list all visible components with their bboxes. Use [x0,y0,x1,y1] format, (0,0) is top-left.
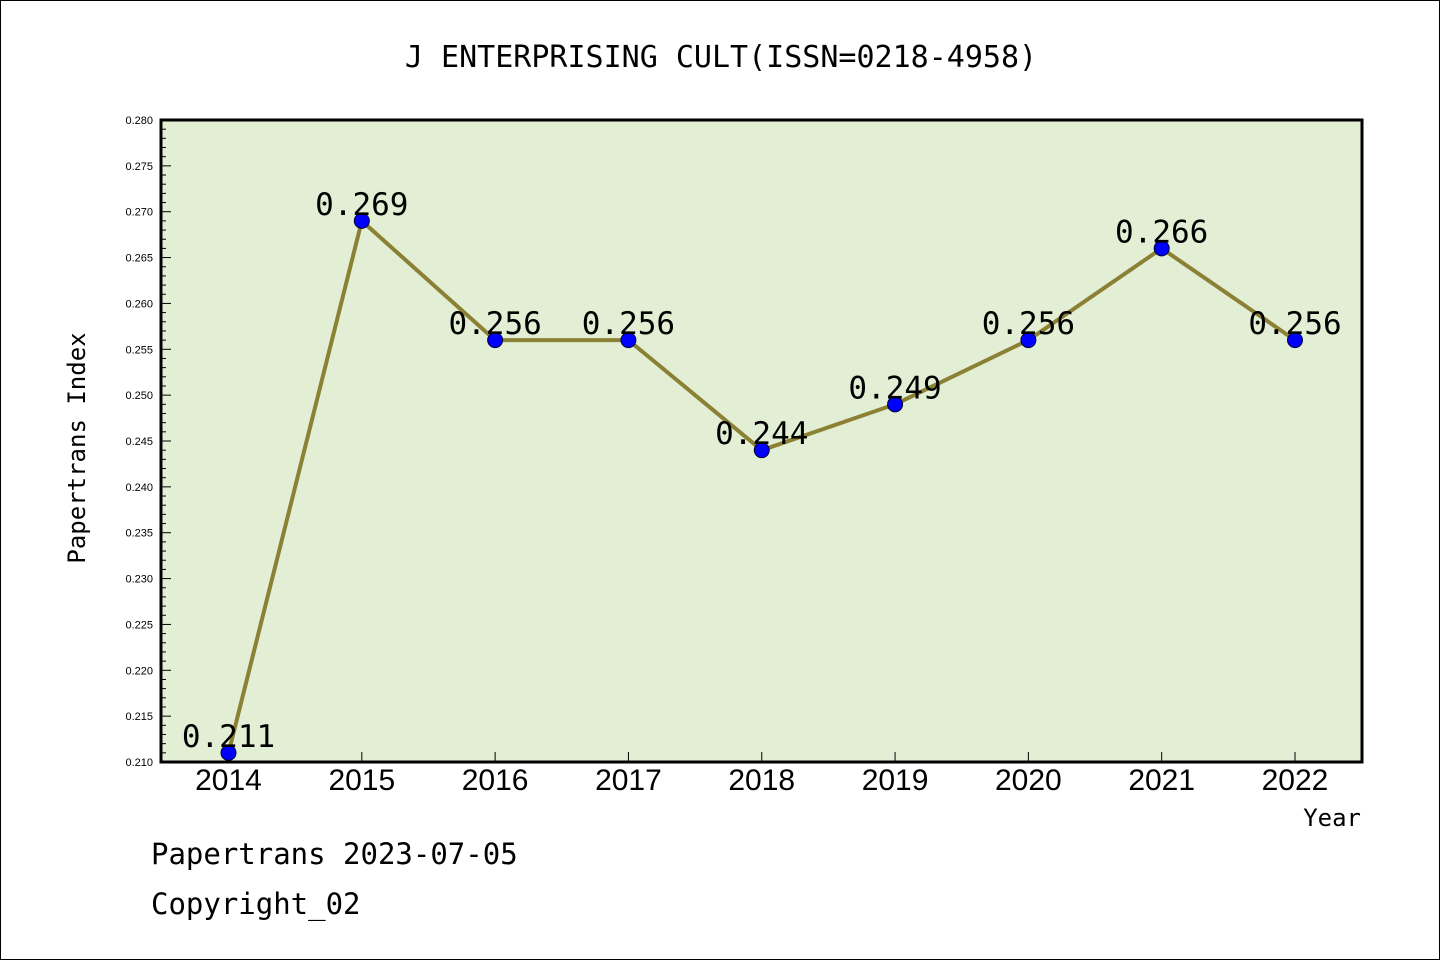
footer-copyright: Copyright_02 [151,887,361,921]
y-tick-label: 0.260 [125,298,153,310]
x-tick-label: 2016 [462,764,529,797]
data-point [753,442,770,459]
data-label: 0.249 [848,370,941,406]
series-markers [220,212,1303,761]
x-tick-label: 2019 [862,764,929,797]
chart-title: J ENTERPRISING CULT(ISSN=0218-4958) [405,40,1037,75]
x-tick-label: 2017 [595,764,662,797]
y-tick-label: 0.240 [125,482,153,494]
y-tick-label: 0.210 [125,757,153,769]
y-axis: 0.210 0.215 0.220 0.225 0.230 0.235 0.240 0.245… [125,115,171,769]
footer-date: Papertrans 2023-07-05 [151,837,518,871]
data-point [887,396,904,413]
y-tick-label: 0.245 [125,436,153,448]
data-label: 0.266 [1115,214,1208,250]
x-axis-label: Year [1303,804,1361,832]
data-label: 0.211 [182,719,275,755]
data-point [1153,240,1170,257]
y-axis-label: Papertrans Index [63,332,91,563]
x-tick-label: 2018 [728,764,795,797]
y-tick-label: 0.255 [125,344,153,356]
x-tick-label: 2015 [328,764,395,797]
data-label: 0.256 [982,306,1075,342]
y-tick-label: 0.235 [125,528,153,540]
data-point [1020,332,1037,349]
x-tick-label: 2014 [195,764,262,797]
y-tick-label: 0.230 [125,574,153,586]
y-tick-label: 0.250 [125,390,153,402]
data-label: 0.269 [315,187,408,223]
plot-border [159,118,1364,764]
y-tick-label: 0.220 [125,665,153,677]
y-tick-label: 0.265 [125,253,153,265]
y-tick-label: 0.275 [125,161,153,173]
data-point [353,212,370,229]
data-point [220,744,237,761]
y-tick-label: 0.270 [125,207,153,219]
x-tick-label: 2021 [1128,764,1195,797]
y-tick-label: 0.280 [125,115,153,127]
data-point [1287,332,1303,349]
data-label: 0.256 [582,306,675,342]
data-label: 0.256 [1248,306,1341,342]
data-point [620,332,637,349]
data-point [487,332,504,349]
data-label: 0.256 [448,306,541,342]
data-labels: 0.211 0.269 0.256 0.256 0.244 0.249 0.256 0.266… [182,187,1342,755]
data-label: 0.244 [715,416,808,452]
x-tick-label: 2022 [1262,764,1329,797]
x-axis: 2014 2015 2016 2017 2018 2019 2020 2021 2022 [195,752,1328,797]
y-tick-label: 0.225 [125,619,153,631]
x-tick-label: 2020 [995,764,1062,797]
y-tick-label: 0.215 [125,711,153,723]
